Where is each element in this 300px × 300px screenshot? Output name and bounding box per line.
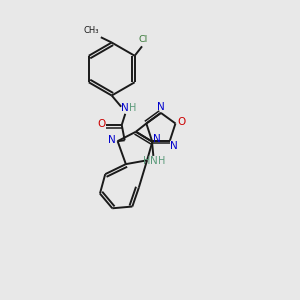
Text: N: N [108, 135, 116, 145]
Text: O: O [178, 117, 186, 127]
Text: H: H [158, 156, 165, 166]
Text: H: H [143, 156, 151, 166]
Text: N: N [169, 142, 177, 152]
Text: N: N [153, 134, 161, 144]
Text: N: N [122, 103, 129, 113]
Text: N: N [157, 102, 165, 112]
Text: Cl: Cl [139, 35, 148, 44]
Text: O: O [97, 119, 105, 129]
Text: CH₃: CH₃ [83, 26, 99, 35]
Text: N: N [150, 156, 158, 166]
Text: H: H [129, 103, 137, 113]
